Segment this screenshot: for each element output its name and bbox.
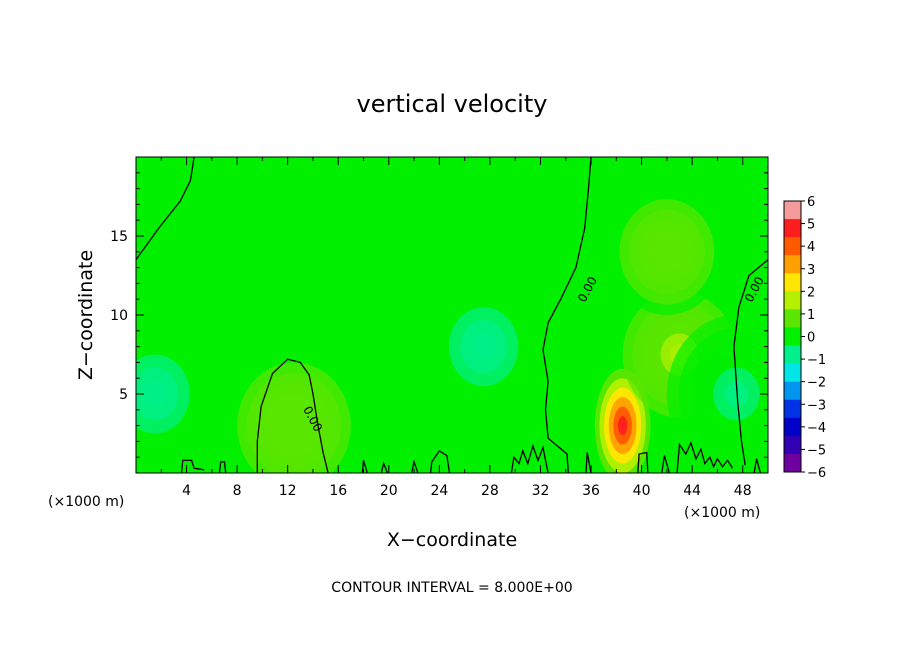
x-unit-label-right: (×1000 m) [684,505,760,521]
updraft-level-3-5 [657,241,677,263]
x-tick-label-20: 20 [380,483,398,499]
zero-contour-1 [256,358,329,473]
zero-contour-3 [733,259,768,466]
zero-contours [136,157,768,473]
colorbar-tick-label-8: −2 [807,376,826,391]
x-tick-label-8: 8 [233,483,242,499]
downdraft-level-6-5 [724,380,748,408]
x-axis-label: X−coordinate [387,529,517,551]
colorbar-swatch-7 [784,327,801,346]
surface-contour-3 [380,461,389,473]
zero-contour-0 [136,157,195,261]
colorbar-swatch-9 [784,363,801,383]
chart-title: vertical velocity [357,90,548,118]
x-tick-label-36: 36 [582,483,600,499]
colorbar-swatch-14 [784,453,801,473]
y-tick-label-5: 5 [119,387,128,403]
colorbar-tick-label-5: 1 [807,308,815,323]
contour-interval-note: CONTOUR INTERVAL = 8.000E+00 [331,580,572,596]
x-tick-label-48: 48 [734,483,752,499]
surface-contour-7 [585,452,592,473]
colorbar-tick-label-12: −6 [807,466,826,481]
surface-contour-10 [676,441,734,473]
surface-contour-4 [410,459,419,473]
updraft-level-2-5 [284,415,304,437]
y-axis-ticks: 5 10 15 [110,172,768,458]
colorbar-swatch-0 [784,201,801,220]
colorbar-swatch-10 [784,381,801,401]
surface-contour-6 [510,443,549,473]
surface-contour-0 [180,459,205,473]
colorbar-tick-label-2: 4 [807,240,815,255]
colorbar-swatch-8 [784,345,801,364]
colorbar-swatch-5 [784,291,801,310]
x-tick-label-28: 28 [481,483,499,499]
y-tick-label-15: 15 [110,229,128,245]
colorbar-swatch-1 [784,219,801,238]
colorbar-tick-label-7: −1 [807,353,826,368]
y-axis-label: Z−coordinate [75,250,97,380]
colorbar-swatch-2 [784,237,801,256]
downdraft-level-5-5 [472,333,496,360]
surface-contour-9 [661,455,671,473]
colorbar-tick-label-6: 0 [807,331,815,346]
colorbar-tick-label-10: −4 [807,421,826,436]
colorbar-tick-label-3: 3 [807,263,815,278]
x-tick-label-16: 16 [329,483,347,499]
y-tick-label-10: 10 [110,308,128,324]
surface-contour-2 [361,460,368,473]
surface-contour-5 [429,450,451,473]
colorbar: 6 5 4 3 2 1 0 −1 −2 −3 −4 −5 −6 [783,195,826,481]
x-tick-label-12: 12 [279,483,297,499]
colorbar-tick-label-4: 2 [807,285,815,300]
colorbar-swatch-12 [784,417,801,437]
downdraft-level-4-5 [143,380,167,408]
x-tick-label-4: 4 [182,483,191,499]
x-tick-label-24: 24 [430,483,448,499]
colorbar-tick-label-0: 6 [807,195,815,210]
colorbar-swatch-4 [784,273,801,292]
x-unit-label-left: (×1000 m) [48,494,124,510]
colorbar-tick-label-9: −3 [807,398,826,413]
surface-contour-8 [637,451,649,473]
x-tick-label-32: 32 [532,483,550,499]
colorbar-swatch-13 [784,435,801,455]
surface-contour-1 [218,461,227,473]
velocity-field [136,157,768,473]
surface-contour-11 [753,458,762,473]
x-tick-label-44: 44 [683,483,701,499]
colorbar-tick-label-1: 5 [807,218,815,233]
zero-contour-2 [542,157,592,473]
colorbar-swatch-3 [784,255,801,274]
x-axis-ticks: 4 8 12 16 20 24 28 32 36 40 44 48 [160,157,752,499]
x-tick-label-40: 40 [633,483,651,499]
colorbar-tick-label-11: −5 [807,443,826,458]
colorbar-swatch-6 [784,309,801,328]
updraft-level-0-5 [618,416,628,436]
colorbar-swatch-11 [784,399,801,419]
